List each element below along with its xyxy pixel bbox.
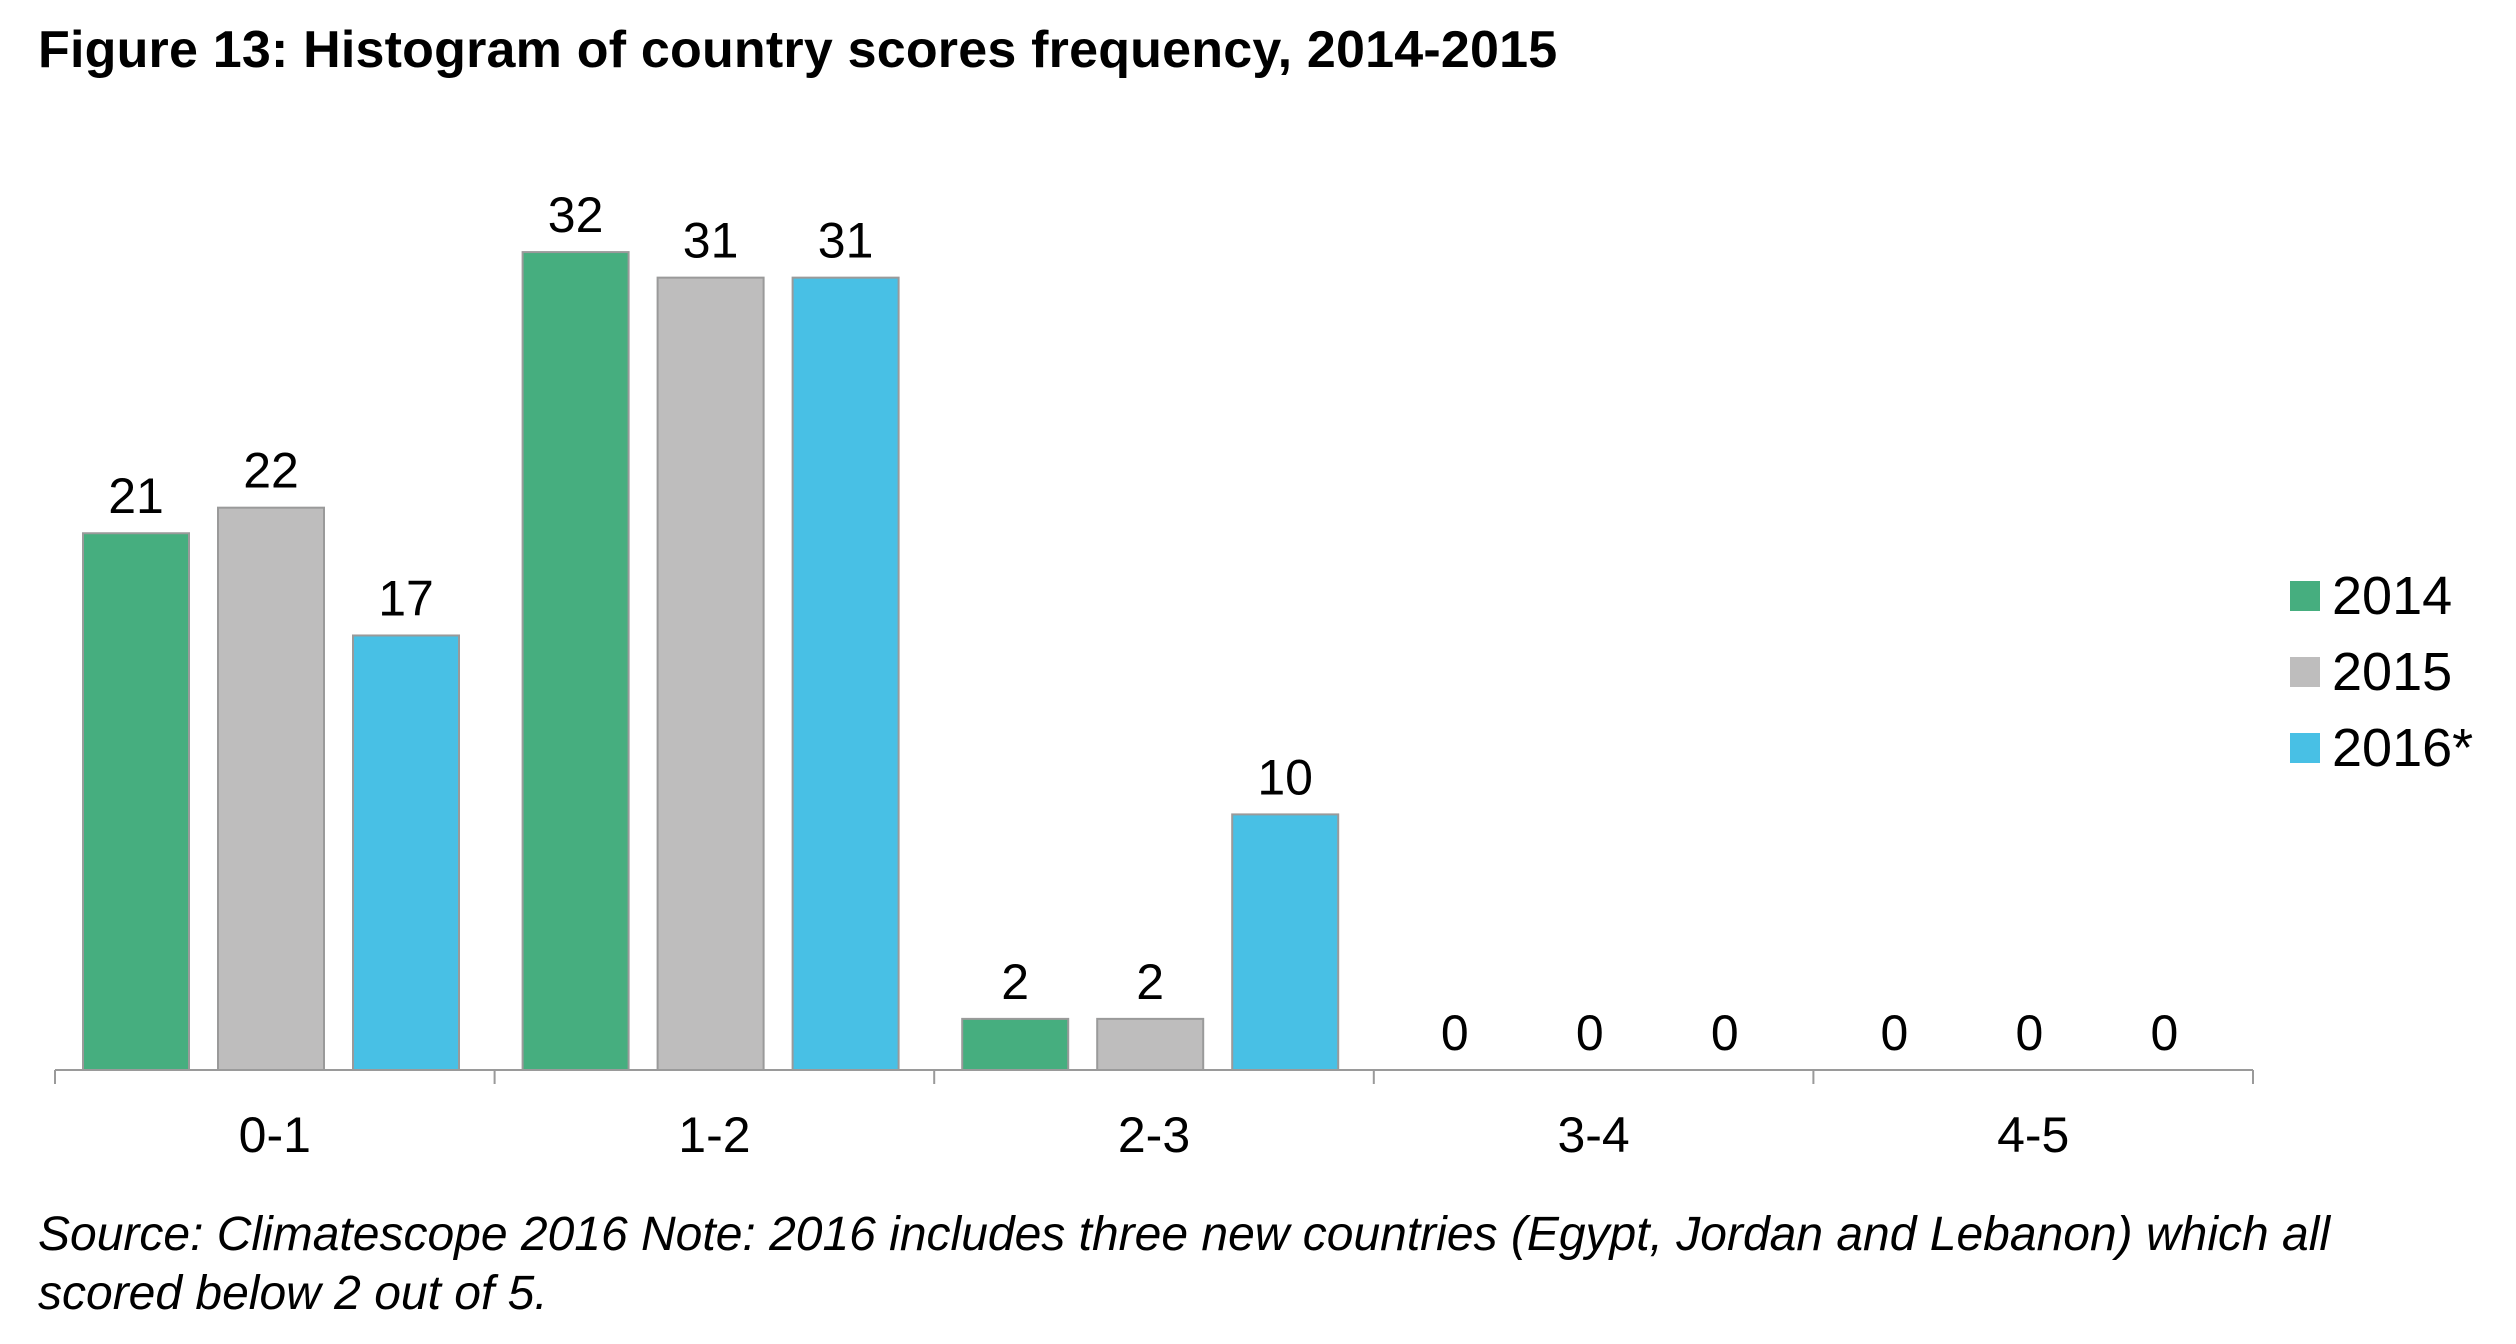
data-label-2-3-2015: 2 — [1136, 954, 1164, 1010]
legend-swatch-2014 — [2290, 581, 2320, 611]
data-label-1-2-2016: 31 — [818, 213, 874, 269]
x-tick-label-1-2: 1-2 — [678, 1107, 750, 1163]
data-label-1-2-2015: 31 — [683, 213, 739, 269]
legend-item-2016: 2016* — [2290, 710, 2473, 786]
x-tick-label-2-3: 2-3 — [1118, 1107, 1190, 1163]
legend-swatch-2015 — [2290, 657, 2320, 687]
source-note: Source: Climatescope 2016 Note: 2016 inc… — [38, 1208, 2331, 1320]
data-label-2-3-2014: 2 — [1001, 954, 1029, 1010]
x-tick-label-0-1: 0-1 — [239, 1107, 311, 1163]
legend-swatch-2016 — [2290, 733, 2320, 763]
legend-item-2014: 2014 — [2290, 558, 2473, 634]
bar-1-2-2015 — [656, 276, 765, 1071]
data-label-4-5-2016: 0 — [2150, 1005, 2178, 1061]
data-label-3-4-2016: 0 — [1711, 1005, 1739, 1061]
data-label-1-2-2014: 32 — [548, 187, 604, 243]
bar-2-3-2016 — [1231, 813, 1340, 1072]
bar-2-3-2015 — [1096, 1017, 1205, 1072]
x-tick-label-3-4: 3-4 — [1557, 1107, 1629, 1163]
legend-item-2015: 2015 — [2290, 634, 2473, 710]
bar-2-3-2014 — [961, 1017, 1070, 1072]
bar-1-2-2014 — [521, 251, 630, 1071]
bar-0-1-2016 — [352, 634, 460, 1071]
bar-1-2-2016 — [791, 276, 900, 1071]
data-label-2-3-2016: 10 — [1257, 749, 1313, 805]
legend-label-2015: 2015 — [2332, 642, 2453, 702]
bar-0-1-2015 — [217, 506, 325, 1071]
data-label-4-5-2014: 0 — [1880, 1005, 1908, 1061]
legend-label-2014: 2014 — [2332, 566, 2453, 626]
data-label-0-1-2015: 22 — [243, 443, 299, 499]
x-tick-label-4-5: 4-5 — [1997, 1107, 2069, 1163]
chart-title: Figure 13: Histogram of country scores f… — [38, 21, 1558, 79]
data-label-3-4-2015: 0 — [1576, 1005, 1604, 1061]
bar-0-1-2014 — [82, 532, 190, 1071]
legend-label-2016: 2016* — [2332, 718, 2474, 778]
data-label-0-1-2016: 17 — [378, 570, 434, 626]
data-label-4-5-2015: 0 — [2015, 1005, 2043, 1061]
data-label-3-4-2014: 0 — [1441, 1005, 1469, 1061]
chart-legend: 2014 2015 2016* — [2290, 558, 2473, 786]
data-label-0-1-2014: 21 — [108, 468, 164, 524]
